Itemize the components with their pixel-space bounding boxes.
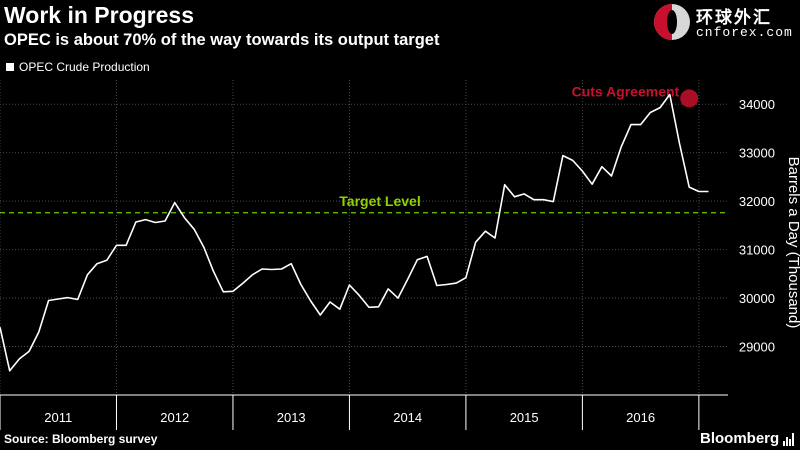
y-tick-label: 34000	[739, 97, 775, 112]
chart-title: Work in Progress	[4, 2, 195, 28]
logo-chinese-text: 环球外汇	[696, 8, 772, 27]
x-tick-label: 2011	[44, 410, 72, 425]
series-line	[0, 93, 709, 372]
y-tick-label: 30000	[739, 291, 775, 306]
x-tick-label: 2016	[626, 410, 655, 425]
y-tick-label: 29000	[739, 340, 775, 355]
logo-domain-text: cnforex.com	[696, 25, 793, 40]
cnforex-logo-icon	[654, 4, 690, 40]
y-tick-label: 31000	[739, 243, 775, 258]
bars-icon	[783, 432, 795, 446]
y-tick-label: 32000	[739, 194, 775, 209]
cnforex-logo: 环球外汇 cnforex.com	[654, 3, 798, 45]
chart-subtitle: OPEC is about 70% of the way towards its…	[4, 31, 440, 49]
y-tick-label: 33000	[739, 146, 775, 161]
y-axis-label: Barrels a Day (Thousand)	[785, 157, 800, 329]
x-tick-label: 2014	[393, 410, 422, 425]
legend-swatch	[6, 63, 14, 71]
brand-name: Bloomberg	[700, 430, 780, 447]
cuts-agreement-marker	[680, 89, 699, 108]
x-tick-label: 2013	[277, 410, 306, 425]
source-note: Source: Bloomberg survey	[4, 432, 158, 446]
legend-label: OPEC Crude Production	[19, 60, 150, 74]
cuts-agreement-label: Cuts Agreement	[572, 83, 680, 99]
bloomberg-brand: Bloomberg	[700, 430, 795, 447]
x-tick-label: 2012	[160, 410, 189, 425]
legend: OPEC Crude Production	[6, 60, 150, 74]
target-level-label: Target Level	[339, 193, 420, 209]
x-tick-label: 2015	[510, 410, 539, 425]
